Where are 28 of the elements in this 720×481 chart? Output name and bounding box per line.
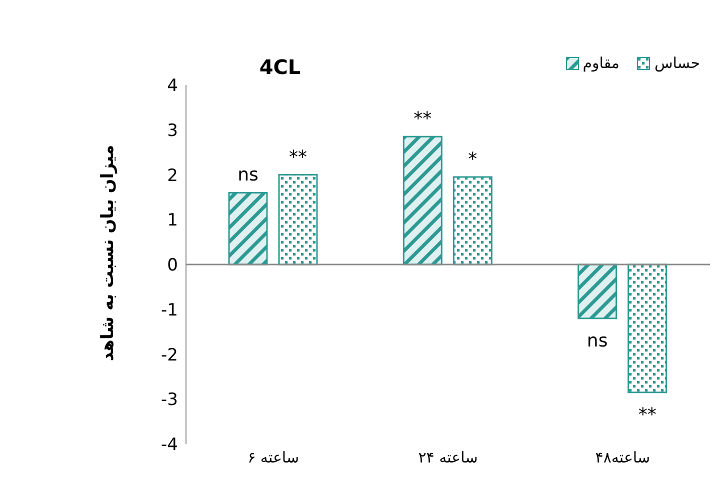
y-tick-label: 4 (167, 76, 178, 96)
y-axis-title: میزان بیان نسبت به شاهد (98, 144, 118, 362)
data-label: ns (586, 330, 608, 352)
bar (578, 264, 618, 320)
y-tick-label: -1 (161, 300, 178, 320)
legend-label: حساس (654, 54, 700, 72)
y-tick-label: 2 (167, 166, 178, 186)
y-tick-label: -4 (161, 435, 178, 456)
y-tick-label: -3 (161, 390, 178, 410)
bar (278, 174, 318, 266)
data-label: ** (414, 108, 432, 130)
y-tick-label: 1 (167, 210, 178, 231)
x-tick-label: ۶ ساعته (248, 448, 300, 467)
x-tick-label: ۲۴ ساعته (418, 448, 478, 467)
bar (628, 264, 668, 394)
data-label: ** (289, 146, 307, 168)
bar (402, 136, 442, 266)
chart-title: 4CL (259, 55, 301, 79)
legend-label: مقاوم (582, 54, 620, 72)
y-tick-label: 0 (167, 256, 178, 276)
data-label: ** (638, 404, 656, 426)
y-tick-label: 3 (167, 120, 178, 141)
x-tick-label: ۴۸ساعته (595, 448, 650, 467)
y-tick-label: -2 (161, 345, 178, 366)
bar (228, 192, 268, 266)
bar (452, 176, 492, 266)
data-label: ns (238, 164, 258, 186)
data-label: * (468, 148, 478, 170)
